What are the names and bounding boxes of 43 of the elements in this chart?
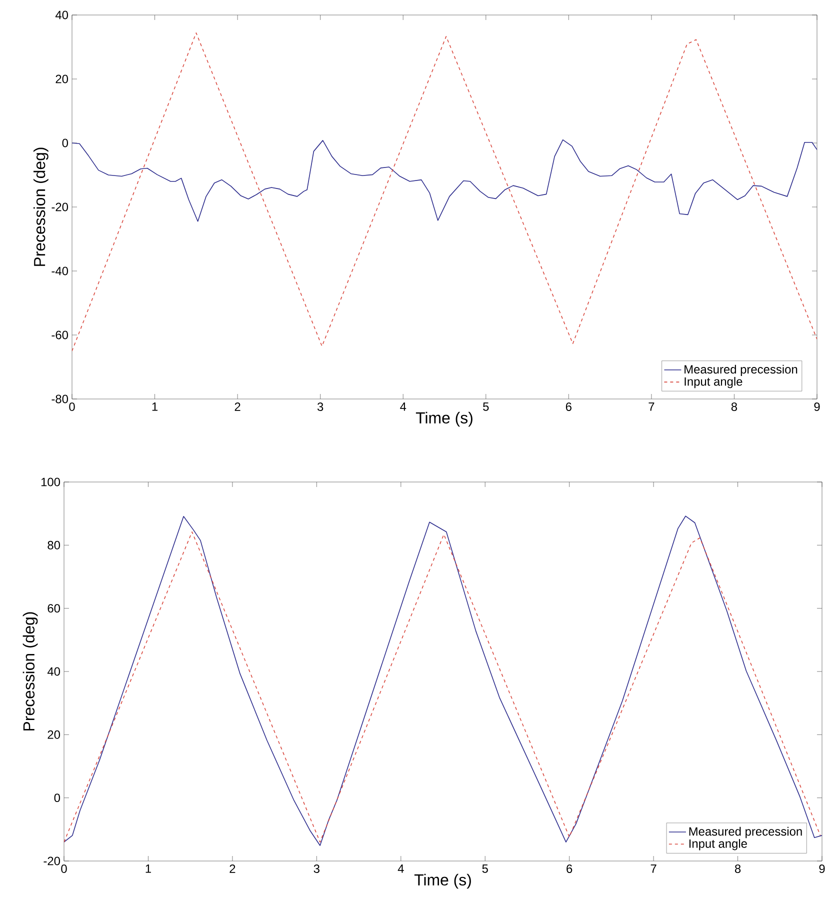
y-tick-label: 0 [62,138,68,148]
y-axis-title: Precession (deg) [22,612,38,730]
x-tick-label: 9 [819,864,825,873]
x-tick-label: 8 [734,864,741,873]
y-tick-label: 40 [55,10,68,20]
x-tick-label: 1 [146,864,151,873]
legend-label: Input angle [684,376,742,388]
x-tick-label: 4 [400,402,406,411]
x-tick-label: 2 [234,402,240,411]
y-tick-label: 100 [41,478,60,486]
x-tick-label: 8 [731,402,738,411]
x-tick-label: 5 [482,864,488,873]
legend-label: Measured precession [689,826,802,838]
x-tick-label: 0 [69,402,75,411]
legend-label: Input angle [689,839,747,850]
y-axis-title: Precession (deg) [34,148,48,266]
x-tick-label: 6 [566,402,572,411]
x-tick-label: 7 [648,402,654,411]
x-tick-label: 4 [398,864,404,873]
x-tick-label: 7 [650,864,656,873]
legend-label: Measured precession [684,364,798,376]
y-tick-label: -20 [52,202,68,212]
y-tick-label: 20 [56,74,68,84]
x-axis-title: Time (s) [414,874,471,889]
x-tick-label: 2 [230,864,236,873]
x-tick-label: 3 [317,402,324,411]
y-tick-label: -20 [44,856,60,866]
y-tick-label: 80 [48,540,60,550]
y-tick-label: -60 [52,330,68,340]
y-tick-label: 60 [48,604,60,613]
y-tick-label: -80 [52,394,68,404]
x-tick-label: 5 [483,402,489,411]
x-tick-label: 6 [566,864,572,873]
y-tick-label: -40 [52,266,68,276]
x-tick-label: 9 [814,402,820,411]
y-tick-label: 40 [47,667,60,676]
x-axis-title: Time (s) [416,412,472,427]
line-series [72,139,817,222]
x-tick-label: 1 [152,402,158,411]
y-tick-label: 20 [48,730,60,739]
line-series [72,32,817,352]
y-tick-label: 0 [54,794,60,802]
x-tick-label: 3 [314,864,320,873]
